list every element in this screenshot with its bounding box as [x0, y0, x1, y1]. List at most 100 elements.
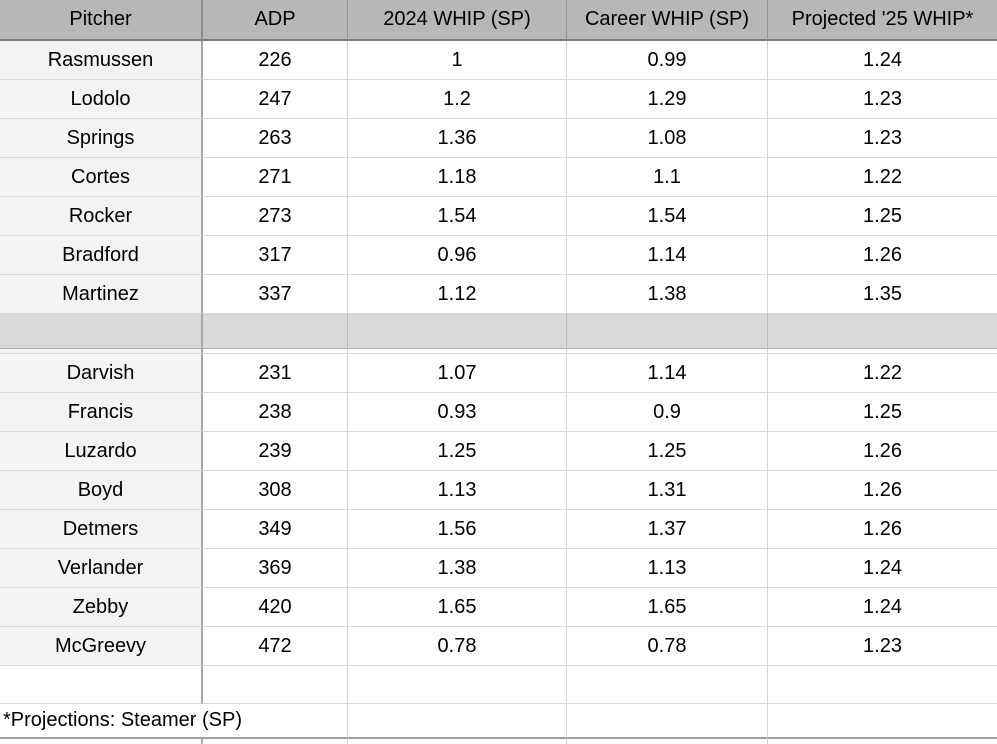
cell-pitcher[interactable]: Springs — [0, 119, 203, 158]
cell-career-whip[interactable]: 1.13 — [567, 549, 768, 588]
cell-adp[interactable]: 271 — [203, 158, 348, 197]
cell-pitcher[interactable]: Zebby — [0, 588, 203, 627]
cell-career-whip[interactable]: 1.31 — [567, 471, 768, 510]
cell-adp[interactable]: 263 — [203, 119, 348, 158]
cell-2024-whip[interactable]: 1 — [348, 41, 567, 80]
cell-pitcher[interactable]: Martinez — [0, 275, 203, 314]
cell-projected-whip[interactable]: 1.26 — [768, 236, 997, 275]
cell-career-whip[interactable]: 1.54 — [567, 197, 768, 236]
cell-career-whip[interactable]: 1.37 — [567, 510, 768, 549]
cell-projected-whip[interactable]: 1.23 — [768, 80, 997, 119]
column-header-pitcher[interactable]: Pitcher — [0, 0, 203, 41]
cell-adp[interactable]: 317 — [203, 236, 348, 275]
cell-2024-whip[interactable]: 1.13 — [348, 471, 567, 510]
cell-adp[interactable]: 273 — [203, 197, 348, 236]
cell-adp[interactable]: 349 — [203, 510, 348, 549]
gap-cell — [203, 349, 348, 354]
cell-projected-whip[interactable]: 1.23 — [768, 627, 997, 666]
cell-adp[interactable]: 238 — [203, 393, 348, 432]
column-header-career-whip[interactable]: Career WHIP (SP) — [567, 0, 768, 41]
empty-cell[interactable] — [567, 704, 768, 739]
cell-career-whip[interactable]: 1.1 — [567, 158, 768, 197]
cell-pitcher[interactable]: Luzardo — [0, 432, 203, 471]
cell-pitcher[interactable]: Bradford — [0, 236, 203, 275]
empty-cell[interactable] — [348, 666, 567, 704]
cell-2024-whip[interactable]: 1.65 — [348, 588, 567, 627]
cell-pitcher[interactable]: Darvish — [0, 354, 203, 393]
partial-cell — [348, 739, 567, 744]
empty-cell[interactable] — [348, 704, 567, 739]
cell-career-whip[interactable]: 1.08 — [567, 119, 768, 158]
cell-pitcher[interactable]: Lodolo — [0, 80, 203, 119]
cell-2024-whip[interactable]: 1.07 — [348, 354, 567, 393]
empty-cell[interactable] — [567, 666, 768, 704]
cell-career-whip[interactable]: 0.78 — [567, 627, 768, 666]
cell-adp[interactable]: 247 — [203, 80, 348, 119]
cell-2024-whip[interactable]: 1.2 — [348, 80, 567, 119]
cell-projected-whip[interactable]: 1.26 — [768, 510, 997, 549]
column-header-projected-whip[interactable]: Projected '25 WHIP* — [768, 0, 997, 41]
cell-2024-whip[interactable]: 0.93 — [348, 393, 567, 432]
cell-adp[interactable]: 420 — [203, 588, 348, 627]
cell-projected-whip[interactable]: 1.25 — [768, 197, 997, 236]
cell-adp[interactable]: 337 — [203, 275, 348, 314]
empty-cell[interactable] — [203, 666, 348, 704]
gap-cell — [348, 349, 567, 354]
cell-pitcher[interactable]: Detmers — [0, 510, 203, 549]
column-header-2024-whip[interactable]: 2024 WHIP (SP) — [348, 0, 567, 41]
separator-cell[interactable] — [348, 314, 567, 349]
cell-projected-whip[interactable]: 1.23 — [768, 119, 997, 158]
separator-cell[interactable] — [0, 314, 203, 349]
empty-cell[interactable] — [0, 666, 203, 704]
cell-career-whip[interactable]: 1.25 — [567, 432, 768, 471]
cell-projected-whip[interactable]: 1.25 — [768, 393, 997, 432]
cell-projected-whip[interactable]: 1.24 — [768, 588, 997, 627]
cell-adp[interactable]: 308 — [203, 471, 348, 510]
cell-career-whip[interactable]: 0.9 — [567, 393, 768, 432]
cell-career-whip[interactable]: 1.29 — [567, 80, 768, 119]
cell-2024-whip[interactable]: 1.12 — [348, 275, 567, 314]
table-row: Martinez 337 1.12 1.38 1.35 — [0, 275, 997, 314]
cell-projected-whip[interactable]: 1.26 — [768, 432, 997, 471]
cell-2024-whip[interactable]: 1.54 — [348, 197, 567, 236]
cell-adp[interactable]: 369 — [203, 549, 348, 588]
separator-cell[interactable] — [768, 314, 997, 349]
cell-career-whip[interactable]: 0.99 — [567, 41, 768, 80]
cell-2024-whip[interactable]: 0.96 — [348, 236, 567, 275]
cell-2024-whip[interactable]: 1.25 — [348, 432, 567, 471]
cell-pitcher[interactable]: Cortes — [0, 158, 203, 197]
header-row: Pitcher ADP 2024 WHIP (SP) Career WHIP (… — [0, 0, 997, 41]
cell-pitcher[interactable]: Boyd — [0, 471, 203, 510]
cell-pitcher[interactable]: Rocker — [0, 197, 203, 236]
cell-projected-whip[interactable]: 1.22 — [768, 354, 997, 393]
cell-2024-whip[interactable]: 1.36 — [348, 119, 567, 158]
gap-cell — [768, 349, 997, 354]
cell-adp[interactable]: 239 — [203, 432, 348, 471]
cell-2024-whip[interactable]: 1.38 — [348, 549, 567, 588]
cell-projected-whip[interactable]: 1.35 — [768, 275, 997, 314]
cell-projected-whip[interactable]: 1.24 — [768, 549, 997, 588]
cell-pitcher[interactable]: McGreevy — [0, 627, 203, 666]
separator-cell[interactable] — [203, 314, 348, 349]
cell-career-whip[interactable]: 1.14 — [567, 354, 768, 393]
cell-pitcher[interactable]: Verlander — [0, 549, 203, 588]
cell-2024-whip[interactable]: 1.18 — [348, 158, 567, 197]
cell-pitcher[interactable]: Francis — [0, 393, 203, 432]
footnote-cell[interactable]: *Projections: Steamer (SP) — [0, 704, 348, 739]
cell-projected-whip[interactable]: 1.26 — [768, 471, 997, 510]
cell-adp[interactable]: 472 — [203, 627, 348, 666]
cell-adp[interactable]: 226 — [203, 41, 348, 80]
column-header-adp[interactable]: ADP — [203, 0, 348, 41]
cell-projected-whip[interactable]: 1.22 — [768, 158, 997, 197]
cell-projected-whip[interactable]: 1.24 — [768, 41, 997, 80]
empty-cell[interactable] — [768, 704, 997, 739]
separator-cell[interactable] — [567, 314, 768, 349]
cell-2024-whip[interactable]: 0.78 — [348, 627, 567, 666]
cell-career-whip[interactable]: 1.38 — [567, 275, 768, 314]
cell-pitcher[interactable]: Rasmussen — [0, 41, 203, 80]
empty-cell[interactable] — [768, 666, 997, 704]
cell-2024-whip[interactable]: 1.56 — [348, 510, 567, 549]
cell-career-whip[interactable]: 1.14 — [567, 236, 768, 275]
cell-adp[interactable]: 231 — [203, 354, 348, 393]
cell-career-whip[interactable]: 1.65 — [567, 588, 768, 627]
